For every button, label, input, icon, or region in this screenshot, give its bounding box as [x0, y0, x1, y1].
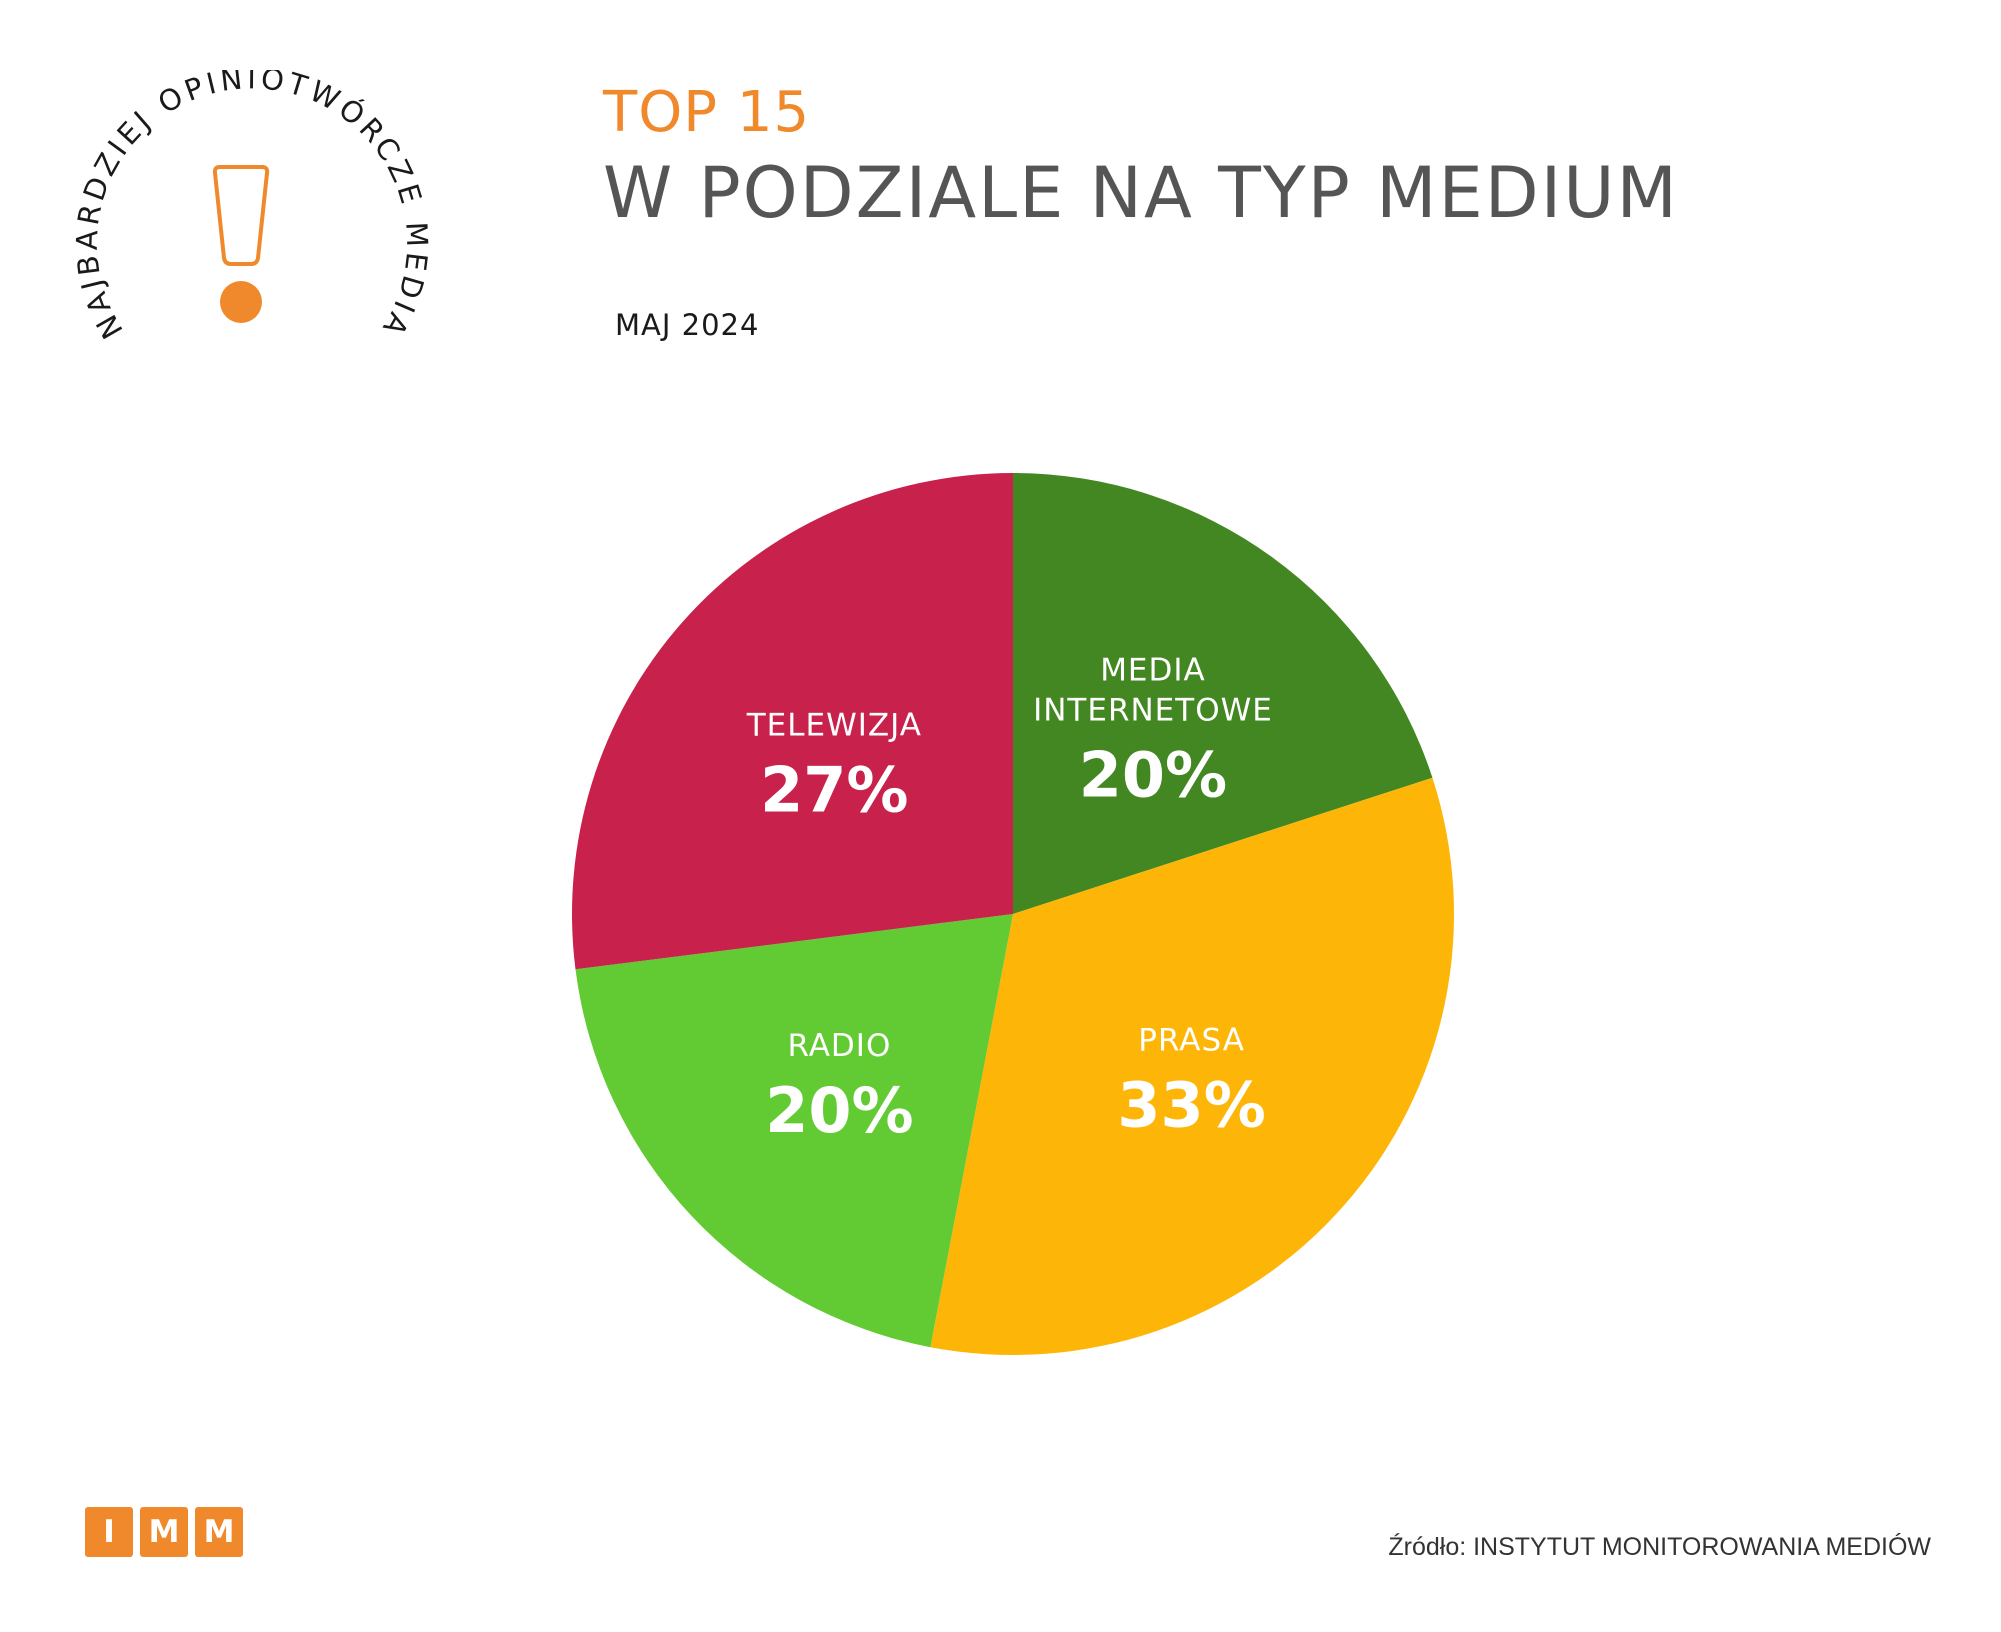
pie-slice-telewizja [572, 473, 1013, 970]
logo-letter: M [140, 1507, 188, 1557]
logo-letter: M [195, 1507, 243, 1557]
logo-letter: I [85, 1507, 133, 1557]
slice-label: RADIO [787, 1028, 891, 1064]
badge-logo: NAJBARDZIEJ OPINIOTWÓRCZE MEDIA [70, 70, 431, 345]
period-label: MAJ 2024 [615, 308, 760, 342]
slice-percent-label: 33% [1117, 1068, 1265, 1141]
slice-percent-label: 27% [760, 754, 908, 827]
exclamation-icon [212, 165, 270, 323]
pie-slice-radio [575, 914, 1013, 1348]
pie-slice-prasa [930, 777, 1455, 1356]
imm-logo: I M M [85, 1507, 243, 1557]
pie-slice-media-internetowe [1013, 473, 1433, 914]
source-note: Źródło: INSTYTUT MONITOROWANIA MEDIÓW [1388, 1533, 1931, 1561]
slice-label: TELEWIZJA [746, 708, 922, 744]
slice-label: PRASA [1138, 1022, 1245, 1058]
title-top: TOP 15 [603, 80, 811, 145]
chart-title: W PODZIALE NA TYP MEDIUM [603, 152, 1679, 234]
slice-label: MEDIA [1100, 652, 1206, 688]
slice-label: INTERNETOWE [1033, 692, 1273, 728]
slice-percent-label: 20% [1079, 738, 1227, 811]
slice-percent-label: 20% [765, 1074, 913, 1147]
